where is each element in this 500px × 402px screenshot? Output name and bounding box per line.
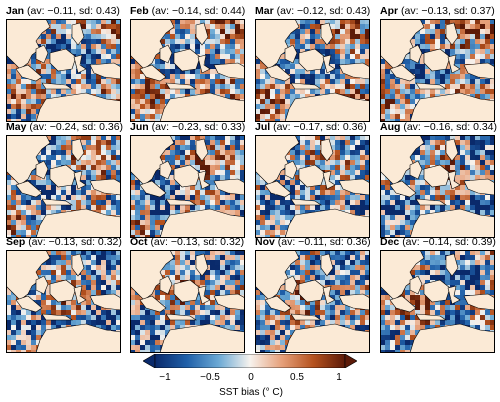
map-nov [255,250,370,353]
panel-stats: (av: −0.13, sd: 0.37) [401,5,495,17]
panel-title-nov: Nov (av: −0.11, sd: 0.36) [255,236,371,248]
panel-stats: (av: −0.11, sd: 0.36) [277,236,371,248]
colorbar [143,354,357,368]
panel-stats: (av: −0.14, sd: 0.44) [151,5,246,17]
colorbar-extend-left [143,354,156,368]
month-label: May [6,121,27,133]
map-may [6,135,121,238]
map-mar [255,19,370,122]
map-jun [130,135,245,238]
panel-title-apr: Apr (av: −0.13, sd: 0.37) [380,5,495,17]
panel-stats: (av: −0.12, sd: 0.43) [276,5,371,17]
panel-stats: (av: −0.23, sd: 0.33) [151,121,246,133]
month-label: Aug [380,121,401,133]
panel-stats: (av: −0.14, sd: 0.39) [402,236,496,248]
panel-stats: (av: −0.13, sd: 0.32) [150,236,245,248]
panel-title-aug: Aug (av: −0.16, sd: 0.34) [380,121,497,133]
month-label: Jan [6,5,25,17]
panel-title-jan: Jan (av: −0.11, sd: 0.43) [6,5,120,17]
month-label: Apr [380,5,399,17]
panel-title-sep: Sep (av: −0.13, sd: 0.32) [6,236,122,248]
colorbar-label: SST bias (° C) [219,387,283,398]
map-jul [255,135,370,238]
map-feb [130,19,245,122]
month-label: Jun [130,121,149,133]
map-oct [130,250,245,353]
map-sep [6,250,121,353]
month-label: Sep [6,236,26,248]
panel-stats: (av: −0.13, sd: 0.32) [28,236,122,248]
panel-title-oct: Oct (av: −0.13, sd: 0.32) [130,236,244,248]
panel-title-may: May (av: −0.24, sd: 0.36) [6,121,123,133]
map-apr [380,19,495,122]
panel-title-jun: Jun (av: −0.23, sd: 0.33) [130,121,245,133]
month-label: Feb [130,5,149,17]
panel-stats: (av: −0.17, sd: 0.36) [273,121,367,133]
panel-title-feb: Feb (av: −0.14, sd: 0.44) [130,5,245,17]
panel-title-jul: Jul (av: −0.17, sd: 0.36) [255,121,367,133]
colorbar-extend-right [344,354,357,368]
colorbar-bar [154,354,346,368]
colorbar-tick: −0.5 [200,372,220,383]
month-label: Jul [255,121,271,133]
month-label: Mar [255,5,274,17]
panel-stats: (av: −0.16, sd: 0.34) [403,121,498,133]
panel-title-dec: Dec (av: −0.14, sd: 0.39) [380,236,496,248]
colorbar-tick: 0 [248,372,254,383]
month-label: Nov [255,236,275,248]
month-label: Oct [130,236,148,248]
month-label: Dec [380,236,400,248]
map-dec [380,250,495,353]
colorbar-tick: 1 [336,372,342,383]
colorbar-tick: 0.5 [290,372,304,383]
panel-stats: (av: −0.24, sd: 0.36) [29,121,124,133]
map-jan [6,19,121,122]
colorbar-tick: −1 [159,372,171,383]
map-aug [380,135,495,238]
panel-title-mar: Mar (av: −0.12, sd: 0.43) [255,5,370,17]
panel-stats: (av: −0.11, sd: 0.43) [27,5,120,17]
